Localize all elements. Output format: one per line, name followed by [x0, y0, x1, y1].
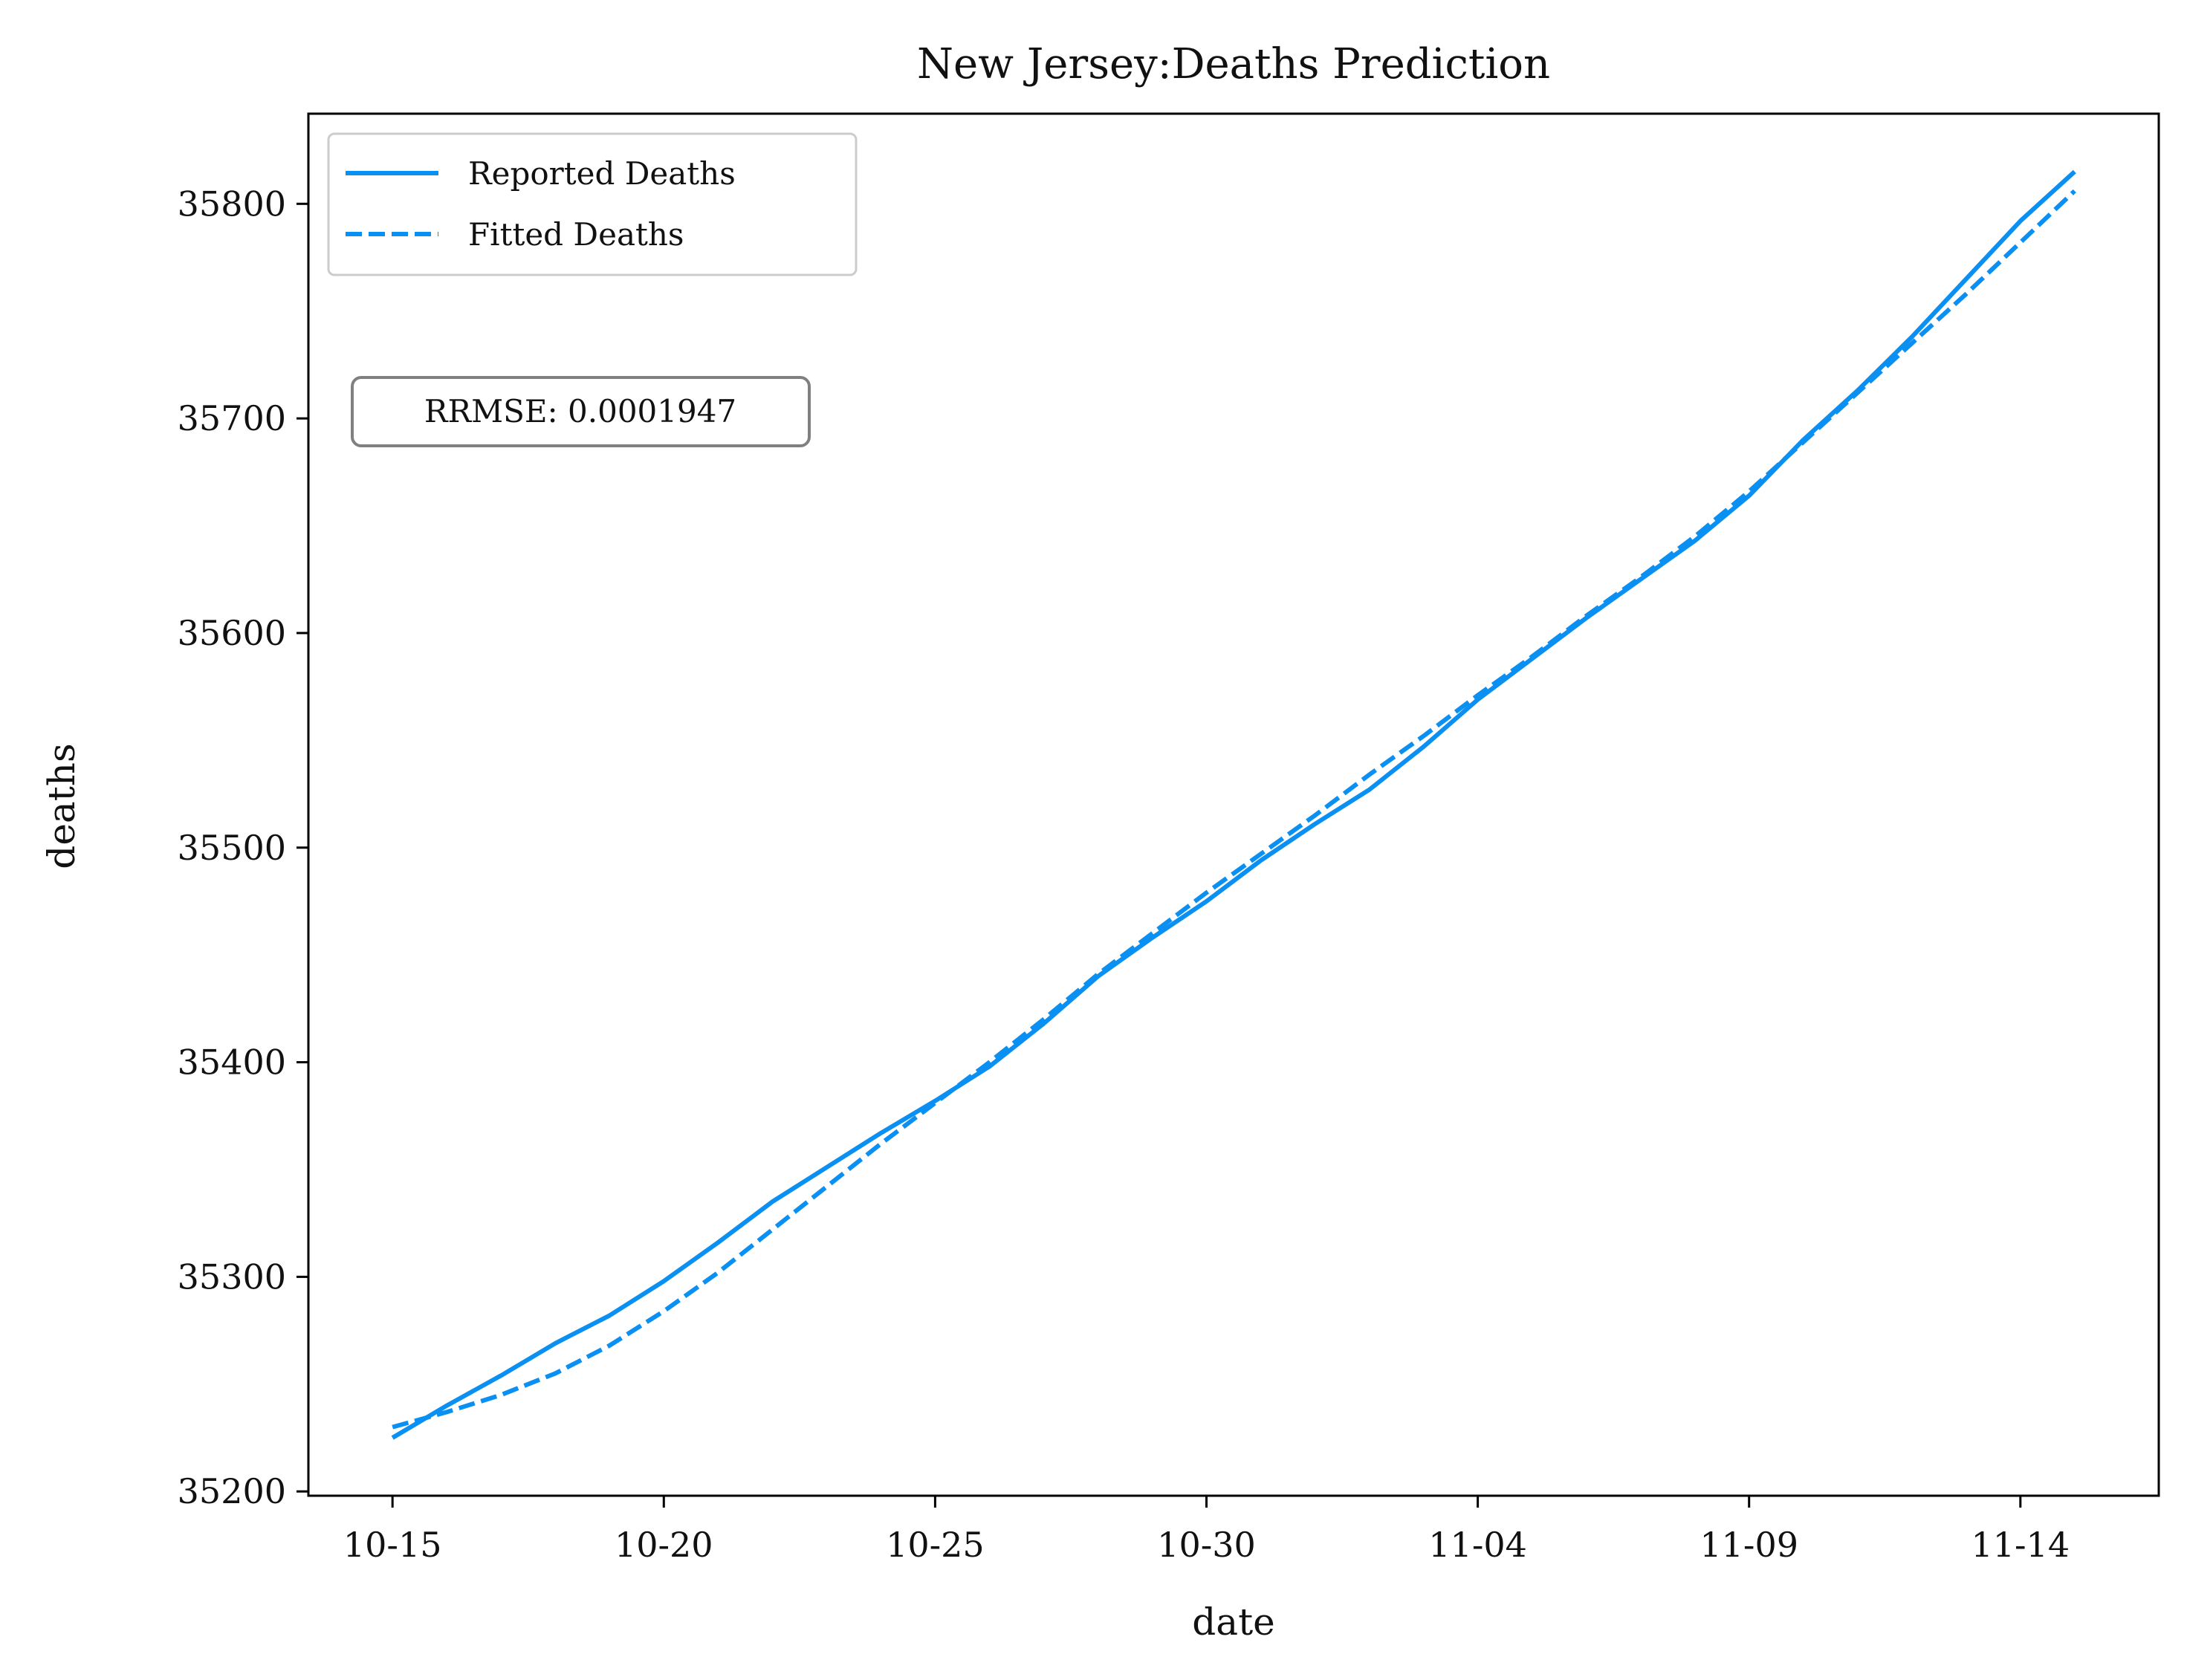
x-axis-label: date — [1192, 1600, 1275, 1644]
plot-series — [391, 169, 2076, 1440]
series-line-fitted-deaths — [392, 189, 2076, 1430]
legend-box — [327, 132, 858, 276]
series-line-reported-deaths — [391, 169, 2076, 1440]
rrmse-annotation: RRMSE: 0.0001947 — [351, 376, 811, 447]
x-tick-label: 10-20 — [615, 1525, 713, 1565]
plot-frame — [307, 112, 2160, 1497]
x-tick-label: 11-14 — [1971, 1525, 2070, 1565]
y-tick-label: 35400 — [178, 1042, 286, 1083]
x-axis-ticks: 10-15 10-20 10-25 10-30 11-04 11-09 11-14 — [343, 1496, 2070, 1565]
y-axis-ticks: 35200 35300 35400 35500 35600 35700 35800 — [178, 184, 308, 1511]
y-tick-label: 35200 — [178, 1471, 286, 1511]
x-tick-label: 10-30 — [1157, 1525, 1256, 1565]
y-tick-label: 35700 — [178, 398, 286, 438]
y-tick-label: 35500 — [178, 828, 286, 868]
x-tick-label: 10-25 — [886, 1525, 985, 1565]
x-tick-label: 10-15 — [343, 1525, 442, 1565]
legend: Reported Deaths Fitted Deaths — [327, 132, 858, 276]
annotation-box — [351, 376, 811, 447]
x-tick-label: 11-09 — [1700, 1525, 1798, 1565]
y-tick-label: 35300 — [178, 1256, 286, 1297]
y-axis-label: deaths — [40, 743, 83, 869]
x-tick-label: 11-04 — [1428, 1525, 1527, 1565]
y-tick-label: 35800 — [178, 184, 286, 224]
legend-label-reported: Reported Deaths — [468, 155, 736, 192]
chart-title: New Jersey:Deaths Prediction — [917, 40, 1550, 88]
legend-label-fitted: Fitted Deaths — [468, 216, 684, 253]
annotation-text: RRMSE: 0.0001947 — [424, 393, 736, 429]
y-tick-label: 35600 — [178, 613, 286, 653]
